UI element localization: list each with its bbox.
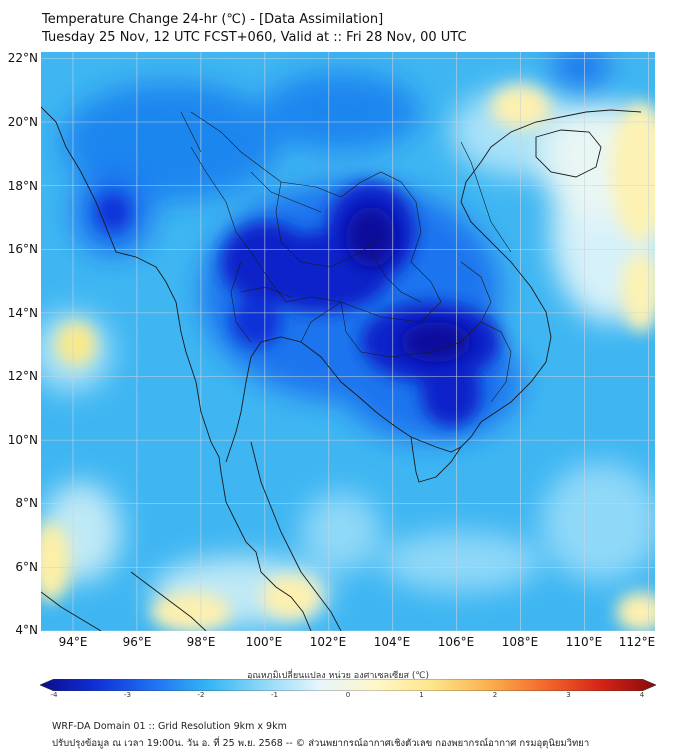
colorbar-tick-label: -2 — [197, 691, 205, 699]
lon-label: 96°E — [122, 635, 152, 649]
colorbar-tick-label: -3 — [124, 691, 131, 699]
colorbar-fill — [40, 679, 656, 691]
map-grid — [41, 52, 655, 631]
lon-label: 102°E — [309, 635, 347, 649]
lat-label: 18°N — [7, 179, 38, 193]
map-title: Temperature Change 24-hr (℃) - [Data Ass… — [42, 12, 384, 27]
lat-label: 16°N — [7, 242, 38, 256]
field-coldest-core — [346, 207, 471, 362]
lon-label: 110°E — [565, 635, 603, 649]
admin-borders — [180, 111, 512, 403]
lat-label: 12°N — [7, 369, 38, 383]
colorbar-label: อุณหภูมิเปลี่ยนแปลง หน่วย องศาเซลเซียส (… — [246, 671, 430, 681]
lon-label: 108°E — [501, 635, 539, 649]
colorbar-tick-label: 4 — [639, 691, 645, 699]
lat-label: 6°N — [15, 560, 38, 574]
lon-label: 98°E — [186, 635, 216, 649]
footer-model-info: WRF-DA Domain 01 :: Grid Resolution 9km … — [52, 721, 287, 732]
lon-label: 106°E — [437, 635, 475, 649]
lon-label: 94°E — [58, 635, 88, 649]
field-warm-regions — [41, 85, 655, 631]
colorbar-tick-label: -4 — [50, 691, 58, 699]
map-subtitle: Tuesday 25 Nov, 12 UTC FCST+060, Valid a… — [42, 30, 467, 45]
lon-label: 104°E — [373, 635, 411, 649]
lat-label: 4°N — [15, 623, 38, 637]
lon-label: 100°E — [245, 635, 283, 649]
lat-label: 20°N — [7, 115, 38, 129]
lat-label: 14°N — [7, 306, 38, 320]
colorbar — [40, 679, 656, 691]
lat-label: 8°N — [15, 496, 38, 510]
colorbar-tick-label: 3 — [566, 691, 571, 699]
temperature-change-map — [41, 52, 655, 631]
lon-label: 112°E — [618, 635, 656, 649]
lat-label: 22°N — [7, 51, 38, 65]
lat-label: 10°N — [7, 433, 38, 447]
colorbar-tick-label: 0 — [345, 691, 351, 699]
coastlines — [41, 106, 642, 631]
footer-credit: ปรับปรุงข้อมูล ณ เวลา 19:00น. วัน อ. ที่… — [52, 738, 590, 749]
colorbar-tick-label: 2 — [492, 691, 498, 699]
colorbar-tick-label: -1 — [271, 691, 278, 699]
colorbar-tick-label: 1 — [419, 691, 424, 699]
